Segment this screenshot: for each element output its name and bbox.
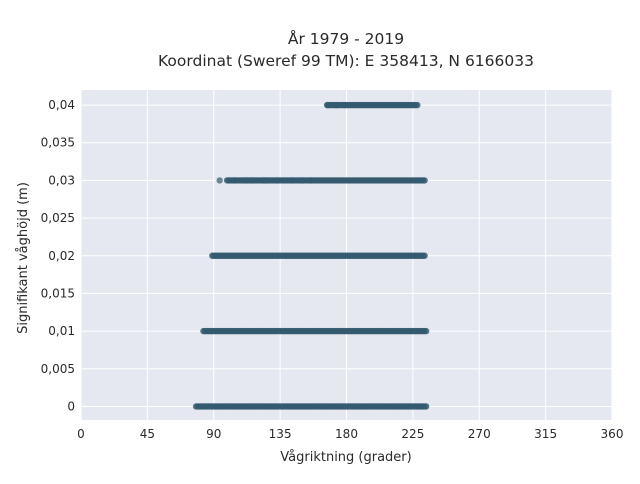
x-tick-label: 315: [534, 427, 557, 441]
tick-labels: 0 45 90 135 180 225 270 315 360 0 0,005 0,01 0,015 0,…: [41, 98, 624, 441]
x-tick-label: 90: [206, 427, 221, 441]
y-tick-label: 0,02: [48, 249, 75, 263]
x-tick-label: 360: [601, 427, 624, 441]
data-point: [332, 101, 340, 109]
data-point: [299, 177, 306, 184]
y-axis-title: Signifikant våghöjd (m): [16, 182, 31, 334]
x-tick-label: 0: [77, 427, 85, 441]
x-tick-label: 135: [269, 427, 292, 441]
data-point: [216, 177, 223, 184]
y-tick-label: 0,035: [41, 136, 75, 150]
x-tick-label: 225: [401, 427, 424, 441]
data-point: [231, 177, 238, 184]
x-tick-label: 180: [335, 427, 358, 441]
data-point: [263, 177, 271, 184]
y-tick-label: 0,03: [48, 173, 75, 187]
y-tick-label: 0,04: [48, 98, 75, 112]
x-tick-label: 270: [468, 427, 491, 441]
data-point: [248, 177, 256, 184]
data-points: [192, 101, 430, 410]
data-point: [422, 403, 430, 410]
data-point: [341, 101, 349, 109]
y-tick-label: 0,025: [41, 211, 75, 225]
data-point: [421, 252, 428, 259]
y-tick-label: 0,01: [48, 324, 75, 338]
data-point: [307, 177, 315, 184]
data-point: [422, 327, 430, 335]
y-tick-label: 0,015: [41, 286, 75, 300]
x-axis-title: Vågriktning (grader): [280, 450, 411, 465]
data-point: [273, 177, 281, 184]
data-point: [243, 177, 250, 184]
chart-title-line-2: Koordinat (Sweref 99 TM): E 358413, N 61…: [158, 52, 534, 70]
data-point: [414, 101, 421, 109]
chart-title-line-1: År 1979 - 2019: [288, 29, 404, 48]
data-point: [288, 177, 296, 184]
data-point: [324, 101, 331, 109]
y-tick-label: 0,005: [41, 362, 75, 376]
x-tick-label: 45: [140, 427, 155, 441]
data-point: [421, 177, 428, 184]
y-tick-label: 0: [67, 399, 75, 413]
